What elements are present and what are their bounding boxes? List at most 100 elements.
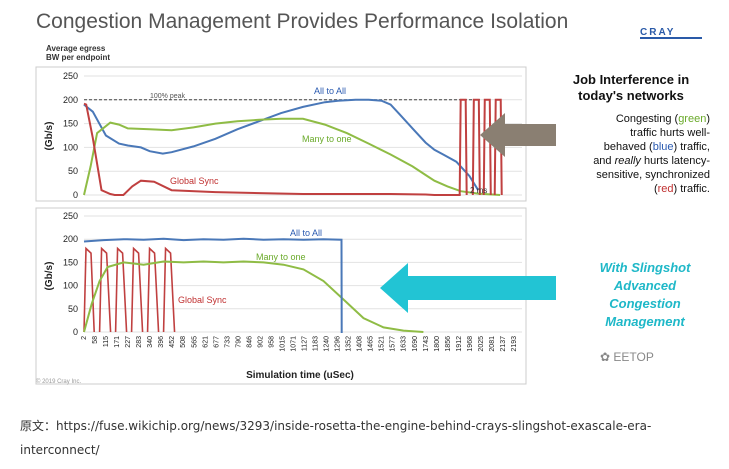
desc-line2: traffic hurts well- [630, 127, 710, 139]
bottom-x-tick-label: 1240 [324, 336, 331, 352]
bottom-x-tick-label: 902 [257, 336, 264, 348]
bottom-x-tick-label: 1296 [335, 336, 342, 352]
bottom-x-tick-label: 2081 [489, 336, 496, 352]
top-series-line [83, 102, 461, 196]
slingshot-line4: Management [605, 314, 685, 329]
bottom-y-tick-label: 0 [73, 327, 78, 337]
desc-line1: Congesting (green) [615, 113, 710, 125]
bottom-y-tick-label: 150 [63, 257, 78, 267]
slingshot-text: With Slingshot Advanced Congestion Manag… [570, 259, 720, 331]
top-y-tick-label: 50 [68, 166, 78, 176]
bottom-x-tick-label: 958 [268, 336, 275, 348]
bottom-x-axis-label: Simulation time (uSec) [246, 370, 354, 381]
top-series-line [83, 117, 501, 196]
bottom-sync-pulse [162, 246, 176, 333]
top-y-tick-label: 250 [63, 71, 78, 81]
desc-line5: sensitive, synchronized [596, 169, 710, 181]
top-y-tick-label: 200 [63, 95, 78, 105]
slingshot-line3: Congestion [609, 296, 681, 311]
side-panel-title: Job Interference in today's networks [556, 72, 706, 104]
top-y-axis-label: (Gb/s) [44, 122, 55, 151]
bottom-x-tick-label: 171 [114, 336, 121, 348]
bottom-x-tick-label: 565 [191, 336, 198, 348]
top-label-2ms: 2 ms [470, 186, 487, 195]
bottom-x-tick-label: 1633 [401, 336, 408, 352]
bottom-x-tick-label: 1577 [390, 336, 397, 352]
bottom-y-axis-label: (Gb/s) [44, 262, 55, 291]
bottom-x-tick-label: 2137 [500, 336, 507, 352]
bottom-series-line [83, 237, 343, 333]
bottom-label-many-to-one: Many to one [256, 252, 306, 262]
bottom-x-tick-label: 677 [213, 336, 220, 348]
bottom-x-tick-label: 2193 [511, 336, 518, 352]
y-axis-caption-line1: Average egress [46, 44, 106, 53]
bottom-sync-pulse [146, 246, 160, 333]
side-title-line1: Job Interference in [572, 72, 690, 87]
bottom-series-line [83, 260, 424, 333]
bottom-x-tick-label: 1408 [357, 336, 364, 352]
cray-logo-bar [640, 37, 702, 39]
arrow-teal [380, 263, 556, 313]
desc-line3: behaved (blue) traffic, [603, 141, 710, 153]
bottom-x-tick-label: 1690 [412, 336, 419, 352]
side-panel-description: Congesting (green) traffic hurts well- b… [552, 112, 710, 196]
copyright-text: © 2019 Cray Inc. [36, 379, 82, 385]
arrow-gray [480, 113, 556, 157]
bottom-sync-pulse [114, 246, 128, 333]
bottom-x-tick-label: 1183 [313, 336, 320, 351]
bottom-sync-pulse [130, 246, 144, 333]
bottom-y-tick-label: 50 [68, 304, 78, 314]
cray-logo: CRAY [640, 27, 676, 38]
top-y-tick-label: 150 [63, 119, 78, 129]
wechat-icon: ✿ [600, 350, 611, 364]
side-title-line2: today's networks [578, 88, 684, 103]
bottom-y-tick-label: 200 [63, 234, 78, 244]
bottom-x-tick-label: 396 [158, 336, 165, 348]
bottom-y-tick-label: 250 [63, 211, 78, 221]
bottom-x-tick-label: 1856 [445, 336, 452, 352]
bottom-x-tick-label: 283 [136, 336, 143, 348]
bottom-sync-pulse [98, 246, 112, 333]
bottom-x-tick-label: 1015 [279, 336, 286, 352]
top-y-tick-label: 100 [63, 142, 78, 152]
top-label-global-sync: Global Sync [170, 176, 219, 186]
bottom-x-tick-label: 1127 [302, 336, 309, 351]
top-label-many-to-one: Many to one [302, 134, 352, 144]
bottom-x-tick-label: 58 [92, 336, 99, 344]
bottom-x-tick-label: 790 [235, 336, 242, 348]
source-link-text[interactable]: 原文：https://fuse.wikichip.org/news/3293/i… [20, 419, 652, 457]
top-series-line [83, 98, 480, 191]
top-peak-label: 100% peak [150, 93, 186, 100]
bottom-x-tick-label: 733 [224, 336, 231, 348]
desc-line4: and really hurts latency- [593, 155, 710, 167]
bottom-x-tick-label: 340 [147, 336, 154, 348]
top-sync-spike [458, 98, 468, 196]
bottom-x-tick-label: 2025 [478, 336, 485, 352]
bottom-x-tick-label: 1352 [346, 336, 353, 352]
bottom-x-tick-label: 1521 [379, 336, 386, 352]
slingshot-line2: Advanced [613, 278, 677, 293]
top-sync-spike [482, 98, 492, 196]
slide-title: Congestion Management Provides Performan… [36, 10, 569, 33]
bottom-x-tick-label: 621 [202, 336, 209, 348]
top-sync-spike [471, 98, 481, 196]
bottom-x-tick-label: 1968 [467, 336, 474, 352]
slingshot-line1: With Slingshot [599, 260, 691, 275]
bottom-x-tick-label: 508 [180, 336, 187, 348]
bottom-sync-pulse [83, 246, 95, 333]
y-axis-caption: Average egress BW per endpoint [46, 44, 110, 62]
bottom-y-tick-label: 100 [63, 281, 78, 291]
y-axis-caption-line2: BW per endpoint [46, 53, 110, 62]
bottom-x-tick-label: 227 [125, 336, 132, 348]
top-label-all-to-all: All to All [314, 86, 346, 96]
bottom-x-tick-label: 1465 [368, 336, 375, 352]
bottom-x-tick-label: 2 [81, 336, 88, 340]
bottom-x-tick-label: 1071 [290, 336, 297, 352]
bottom-x-tick-label: 1912 [456, 336, 463, 352]
top-chart-frame [35, 66, 527, 202]
desc-line6: (red) traffic. [653, 183, 710, 195]
slide: Congestion Management Provides Performan… [35, 10, 720, 385]
bottom-x-tick-label: 846 [246, 336, 253, 348]
